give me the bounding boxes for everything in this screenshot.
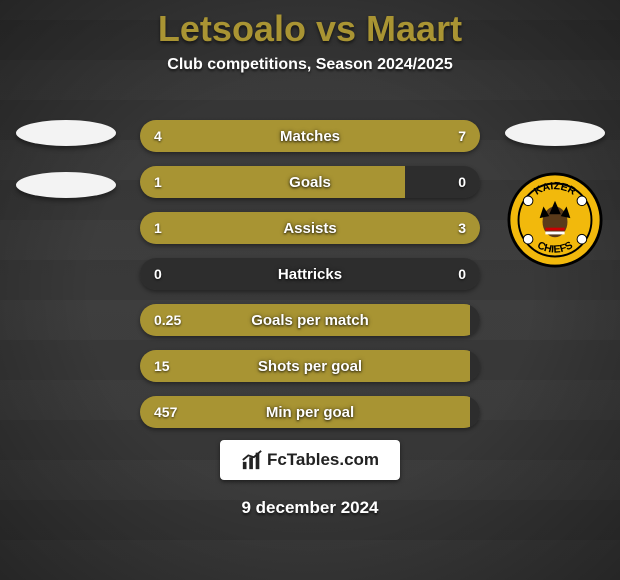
kaizer-chiefs-icon: KAIZER CHIEFS [507,172,603,268]
stat-label: Shots per goal [140,350,480,382]
stat-label: Goals [140,166,480,198]
stat-row: 13Assists [140,212,480,244]
fctables-text: FcTables.com [267,450,379,470]
subtitle: Club competitions, Season 2024/2025 [0,56,620,74]
stat-row: 47Matches [140,120,480,152]
stat-label: Goals per match [140,304,480,336]
page-title: Letsoalo vs Maart [0,0,620,50]
left-ellipse-1 [16,120,116,146]
vs-text: vs [316,8,356,49]
stat-label: Min per goal [140,396,480,428]
player-right-name: Maart [366,8,462,49]
stat-label: Hattricks [140,258,480,290]
stat-row: 0.25Goals per match [140,304,480,336]
date-text: 9 december 2024 [0,498,620,518]
stat-label: Matches [140,120,480,152]
stat-label: Assists [140,212,480,244]
right-ellipse-1 [505,120,605,146]
player-left-name: Letsoalo [158,8,306,49]
stat-row: 457Min per goal [140,396,480,428]
right-club-badge: KAIZER CHIEFS [507,172,603,268]
stat-row: 15Shots per goal [140,350,480,382]
right-player-badge-area: KAIZER CHIEFS [497,120,612,268]
stat-row: 10Goals [140,166,480,198]
chart-icon [241,449,263,471]
fctables-logo: FcTables.com [220,440,400,480]
left-ellipse-2 [16,172,116,198]
left-player-badge-area [8,120,123,224]
stat-row: 00Hattricks [140,258,480,290]
stats-container: 47Matches 10Goals 13Assists 00Hattricks 0.25… [140,120,480,442]
